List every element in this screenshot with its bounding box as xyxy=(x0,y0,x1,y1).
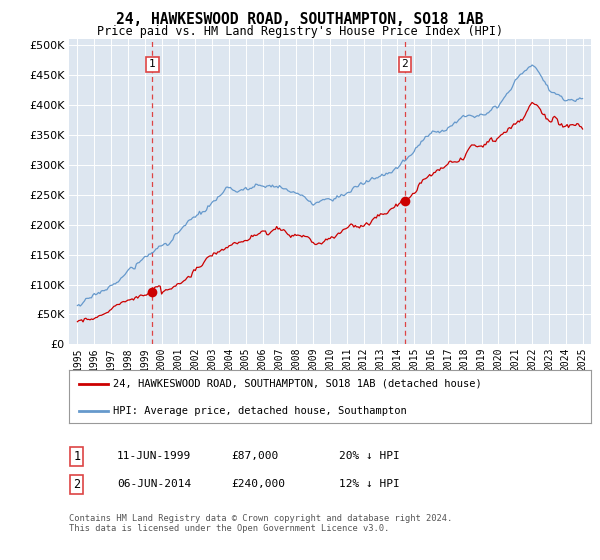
Text: 1: 1 xyxy=(149,59,156,69)
Text: 12% ↓ HPI: 12% ↓ HPI xyxy=(339,479,400,489)
Text: 11-JUN-1999: 11-JUN-1999 xyxy=(117,451,191,461)
Text: 24, HAWKESWOOD ROAD, SOUTHAMPTON, SO18 1AB: 24, HAWKESWOOD ROAD, SOUTHAMPTON, SO18 1… xyxy=(116,12,484,27)
Text: Contains HM Land Registry data © Crown copyright and database right 2024.
This d: Contains HM Land Registry data © Crown c… xyxy=(69,514,452,534)
Text: Price paid vs. HM Land Registry's House Price Index (HPI): Price paid vs. HM Land Registry's House … xyxy=(97,25,503,38)
Text: 2: 2 xyxy=(73,478,80,491)
Text: 1: 1 xyxy=(73,450,80,463)
Text: £87,000: £87,000 xyxy=(231,451,278,461)
Text: 20% ↓ HPI: 20% ↓ HPI xyxy=(339,451,400,461)
Text: 24, HAWKESWOOD ROAD, SOUTHAMPTON, SO18 1AB (detached house): 24, HAWKESWOOD ROAD, SOUTHAMPTON, SO18 1… xyxy=(113,379,482,389)
Text: HPI: Average price, detached house, Southampton: HPI: Average price, detached house, Sout… xyxy=(113,406,407,416)
Text: 2: 2 xyxy=(401,59,409,69)
Text: 06-JUN-2014: 06-JUN-2014 xyxy=(117,479,191,489)
Text: £240,000: £240,000 xyxy=(231,479,285,489)
